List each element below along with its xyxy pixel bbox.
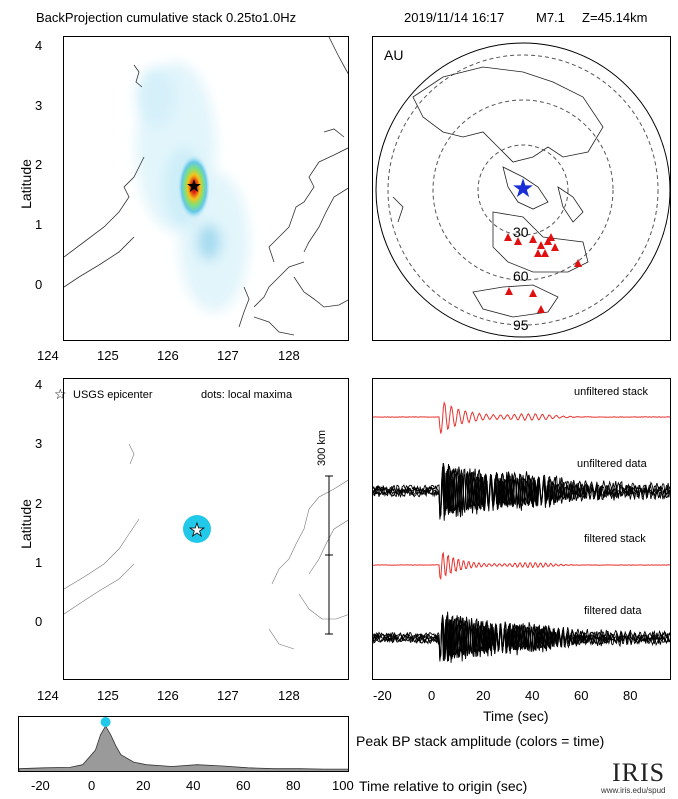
filtered-data-trace	[373, 619, 670, 662]
filtered-stack-trace	[373, 551, 670, 581]
filtered-data-trace	[373, 619, 670, 663]
peak-amplitude-panel	[18, 716, 349, 772]
iris-url: www.iris.edu/spud	[601, 786, 666, 795]
xlabel-traces: Time (sec)	[483, 708, 549, 724]
legend-epicenter: USGS epicenter	[73, 389, 153, 401]
trace-label: filtered stack	[584, 533, 646, 545]
xtick-bottom: 127	[217, 688, 239, 703]
ring-label-95: 95	[513, 317, 529, 333]
globe-epicenter-star-icon: ★	[511, 173, 534, 203]
ytick-bottom: 0	[35, 614, 43, 629]
xtick-peak: 80	[286, 778, 301, 793]
xtick-bottom: 128	[278, 688, 300, 703]
legend-star-icon: ☆	[54, 386, 67, 402]
globe-coastlines	[392, 66, 604, 318]
trace-label: unfiltered data	[577, 458, 647, 470]
ytick-top: 4	[35, 38, 43, 53]
peak-xlabel: Time relative to origin (sec)	[359, 778, 528, 794]
peak-time-marker	[100, 717, 111, 727]
ytick-bottom: 2	[35, 496, 43, 511]
local-maximum-dot	[183, 515, 211, 543]
xtick-traces: -20	[373, 688, 392, 703]
figure-title: BackProjection cumulative stack 0.25to1.…	[36, 10, 297, 25]
ytick-bottom: 4	[35, 377, 43, 392]
scale-bar	[325, 475, 333, 635]
ylabel-top: Latitude	[18, 159, 34, 209]
epicenter-star-icon: ★	[186, 176, 202, 196]
peak-amplitude-plot	[19, 717, 348, 771]
xtick-peak: 20	[136, 778, 151, 793]
peak-title: Peak BP stack amplitude (colors = time)	[356, 733, 605, 749]
legend-dots: dots: local maxima	[201, 389, 293, 401]
ytick-top: 2	[35, 157, 43, 172]
ytick-bottom: 3	[35, 436, 43, 451]
event-magnitude: M7.1	[536, 10, 565, 25]
xtick-traces: 80	[623, 688, 638, 703]
xtick-bottom: 125	[97, 688, 119, 703]
xtick-bottom: 124	[37, 688, 59, 703]
xtick-peak: -20	[31, 778, 50, 793]
xtick-traces: 0	[428, 688, 436, 703]
xtick-top: 126	[157, 348, 179, 363]
xtick-traces: 20	[476, 688, 491, 703]
xtick-peak: 100	[332, 778, 354, 793]
coastlines	[64, 37, 348, 336]
ring-label-30: 30	[513, 224, 529, 240]
backprojection-heatmap: ★	[64, 37, 348, 336]
local-maxima-map: ★	[63, 378, 349, 680]
xtick-traces: 40	[525, 688, 540, 703]
xtick-top: 127	[217, 348, 239, 363]
local-maxima-plot: ★	[64, 443, 348, 650]
unfiltered-stack-trace	[373, 401, 670, 434]
xtick-traces: 60	[574, 688, 589, 703]
xtick-bottom: 126	[157, 688, 179, 703]
unfiltered-data-trace	[373, 466, 670, 516]
xtick-peak: 40	[186, 778, 201, 793]
ytick-top: 0	[35, 277, 43, 292]
xtick-peak: 60	[236, 778, 251, 793]
ring-label-60: 60	[513, 268, 529, 284]
ylabel-bottom: Latitude	[18, 499, 34, 549]
ytick-top: 3	[35, 98, 43, 113]
xtick-top: 128	[278, 348, 300, 363]
scale-bar-label: 300 km	[316, 429, 329, 467]
ytick-top: 1	[35, 217, 43, 232]
waveform-traces	[373, 401, 670, 663]
xtick-top: 124	[37, 348, 59, 363]
trace-label: unfiltered stack	[574, 386, 648, 398]
usgs-epicenter-star-icon: ★	[189, 520, 205, 540]
seismic-stations	[504, 233, 582, 313]
unfiltered-data-trace	[373, 470, 670, 521]
iris-logo: IRIS	[612, 758, 666, 787]
network-label: AU	[384, 47, 404, 63]
station-globe-panel: ★	[372, 36, 671, 341]
waveform-panel	[372, 378, 671, 680]
station-globe: ★	[375, 42, 670, 338]
ytick-bottom: 1	[35, 555, 43, 570]
event-depth: Z=45.14km	[582, 10, 648, 25]
xtick-peak: 0	[88, 778, 96, 793]
peak-hotspot	[178, 155, 210, 219]
peak-amplitude-area	[19, 725, 348, 771]
coastlines-light	[64, 443, 348, 650]
xtick-top: 125	[97, 348, 119, 363]
trace-label: filtered data	[584, 605, 642, 617]
backprojection-map-top: ★	[63, 36, 349, 341]
event-datetime: 2019/11/14 16:17	[404, 10, 505, 25]
